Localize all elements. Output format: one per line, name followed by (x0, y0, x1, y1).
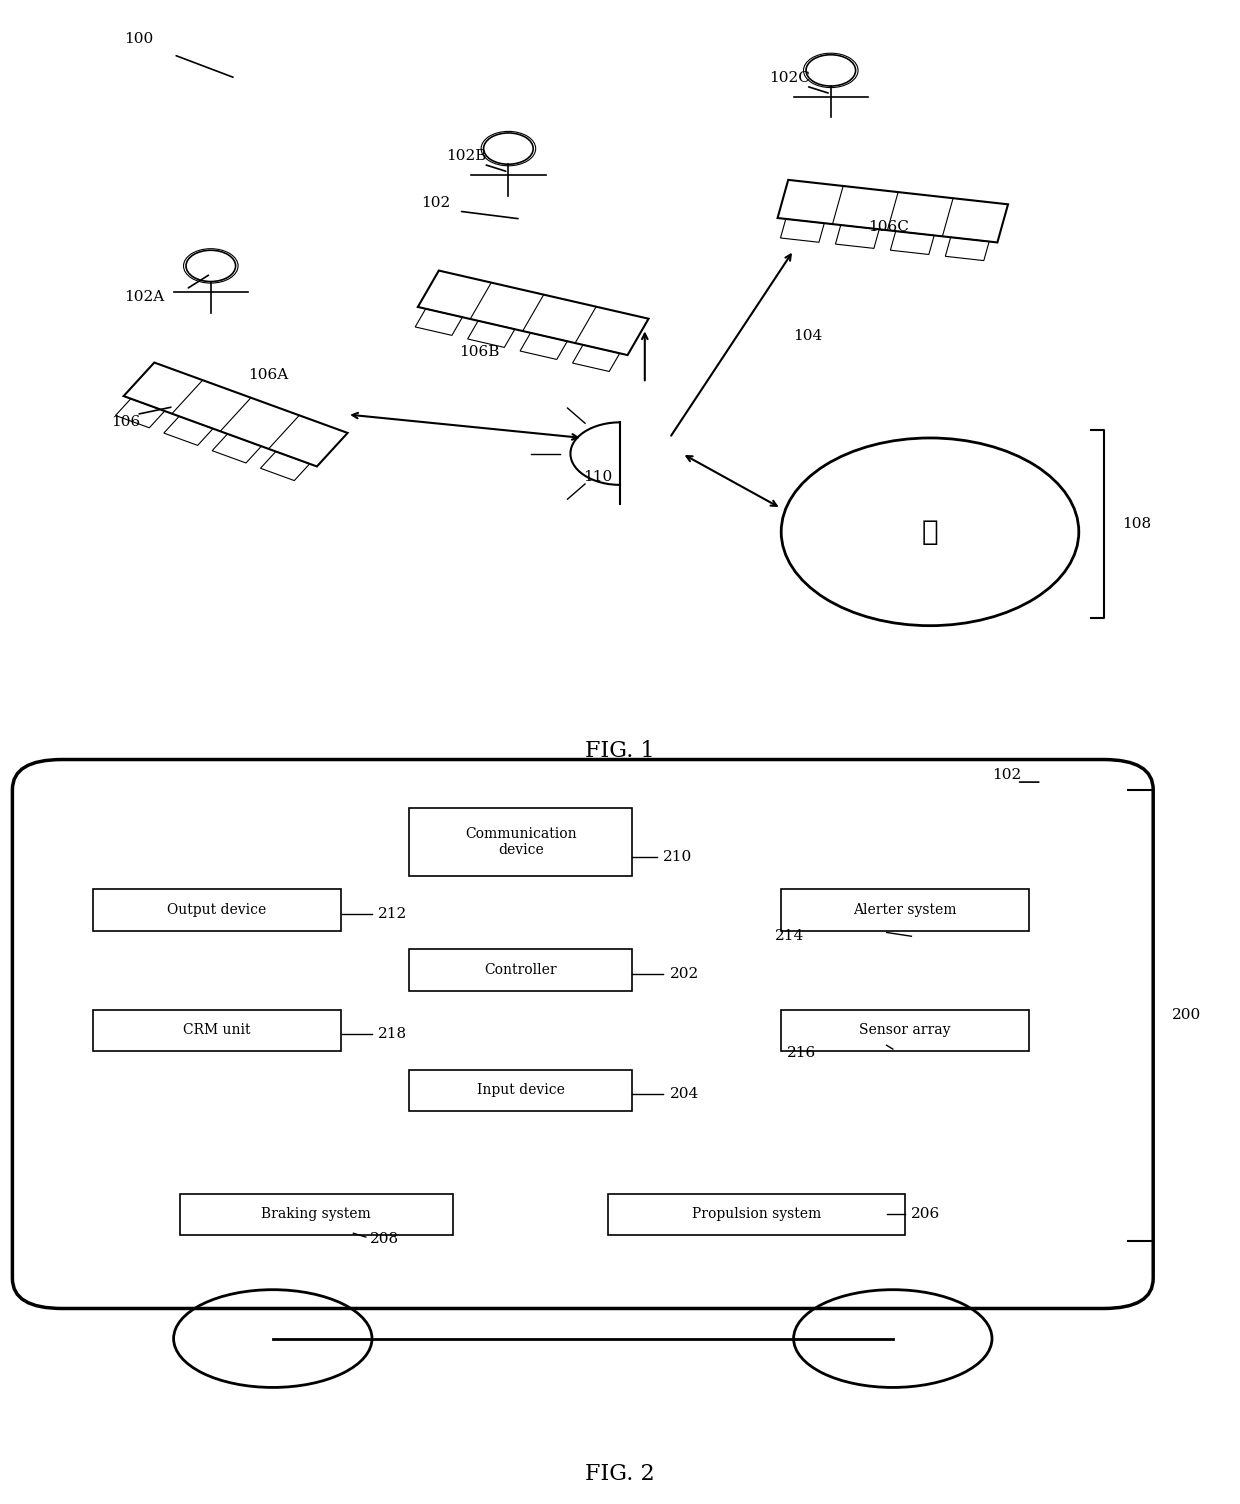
Text: 102: 102 (992, 767, 1022, 782)
Text: Alerter system: Alerter system (853, 902, 957, 917)
Text: 204: 204 (670, 1087, 699, 1101)
Text: 106B: 106B (459, 344, 500, 359)
Text: 108: 108 (1122, 517, 1151, 531)
Text: 102B: 102B (446, 149, 487, 164)
Text: 208: 208 (370, 1232, 398, 1247)
Text: 202: 202 (670, 967, 699, 981)
Text: 200: 200 (1172, 1008, 1202, 1023)
Text: Controller: Controller (485, 963, 557, 978)
Text: 206: 206 (911, 1208, 941, 1221)
Text: Sensor array: Sensor array (859, 1023, 951, 1038)
Text: 🖥: 🖥 (921, 517, 939, 546)
Text: Input device: Input device (477, 1083, 564, 1098)
Text: 218: 218 (378, 1027, 407, 1041)
Text: 212: 212 (378, 907, 408, 920)
Text: Braking system: Braking system (262, 1208, 371, 1221)
Text: Output device: Output device (167, 902, 267, 917)
Text: 214: 214 (775, 929, 805, 943)
Text: 106A: 106A (248, 368, 288, 382)
Text: 110: 110 (583, 471, 613, 484)
Text: 106: 106 (112, 415, 141, 429)
Text: 216: 216 (787, 1045, 817, 1060)
Text: 102: 102 (422, 197, 451, 211)
Text: 102C: 102C (769, 71, 810, 86)
Text: 104: 104 (794, 329, 823, 343)
Text: FIG. 1: FIG. 1 (585, 740, 655, 763)
Text: Propulsion system: Propulsion system (692, 1208, 821, 1221)
Text: 210: 210 (663, 850, 693, 865)
Text: 102A: 102A (124, 290, 164, 304)
Text: FIG. 2: FIG. 2 (585, 1463, 655, 1484)
Text: 106C: 106C (868, 220, 909, 233)
Text: CRM unit: CRM unit (184, 1023, 250, 1038)
Text: 100: 100 (124, 32, 154, 47)
Text: Communication
device: Communication device (465, 827, 577, 857)
